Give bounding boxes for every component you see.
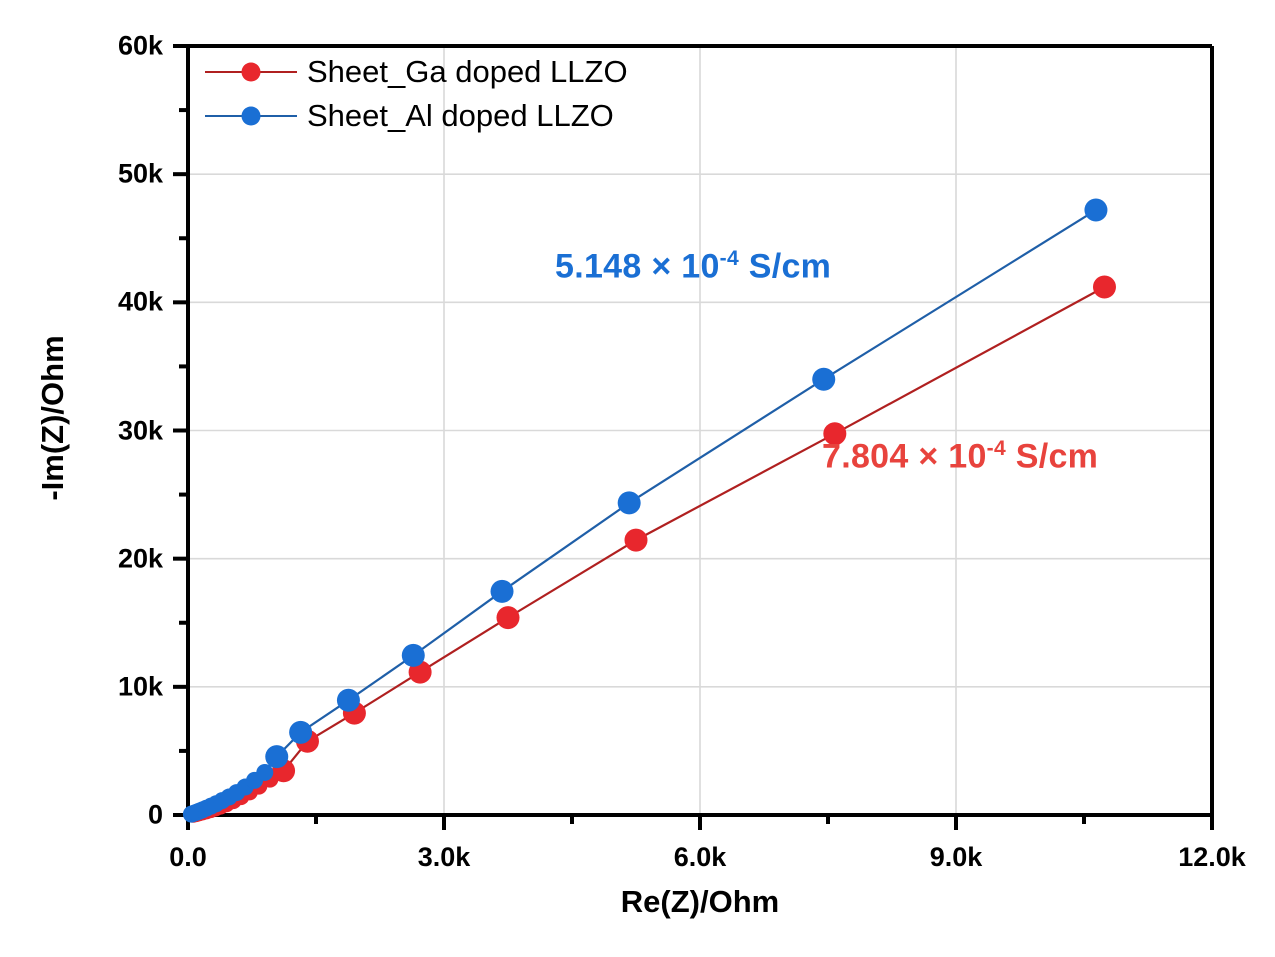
annotation-red-conductivity: 7.804 × 10-4 S/cm	[822, 437, 1099, 476]
x-axis-title: Re(Z)/Ohm	[620, 884, 780, 919]
y-tick-label: 10k	[117, 671, 163, 702]
data-point	[617, 491, 641, 515]
series-line-0	[192, 286, 1106, 816]
annotation-blue-conductivity: 5.148 × 10-4 S/cm	[555, 247, 832, 286]
legend-marker-al-icon	[205, 105, 297, 127]
data-point	[490, 579, 514, 603]
data-point	[256, 763, 274, 781]
y-tick-label: 50k	[117, 158, 163, 189]
x-tick-label: 3.0k	[417, 842, 471, 872]
y-tick-label: 40k	[117, 286, 163, 317]
data-point	[1092, 275, 1116, 299]
y-tick-label: 60k	[117, 30, 163, 61]
x-tick-label: 9.0k	[929, 842, 983, 872]
legend-label-ga: Sheet_Ga doped LLZO	[307, 54, 628, 89]
series-line-1	[191, 209, 1097, 816]
data-point	[1084, 198, 1108, 222]
data-point	[401, 643, 425, 667]
data-point	[265, 745, 289, 769]
x-tick-label: 12.0k	[1178, 842, 1246, 872]
legend-label-al: Sheet_Al doped LLZO	[307, 98, 614, 133]
legend-item-ga[interactable]: Sheet_Ga doped LLZO	[205, 50, 628, 94]
legend-item-al[interactable]: Sheet_Al doped LLZO	[205, 94, 628, 138]
legend-marker-ga-icon	[205, 61, 297, 83]
data-point	[624, 528, 648, 552]
y-tick-label: 20k	[117, 543, 163, 574]
x-tick-label: 6.0k	[673, 842, 727, 872]
data-point	[496, 606, 520, 630]
y-tick-label: 30k	[117, 415, 163, 445]
chart-legend: Sheet_Ga doped LLZO Sheet_Al doped LLZO	[205, 50, 628, 138]
y-tick-label: 0	[147, 799, 163, 830]
data-point	[812, 367, 836, 391]
data-point	[823, 422, 847, 446]
data-point	[289, 720, 313, 744]
data-point	[336, 688, 360, 712]
x-tick-label: 0.0	[169, 842, 207, 872]
data-series-layer	[182, 198, 1116, 823]
